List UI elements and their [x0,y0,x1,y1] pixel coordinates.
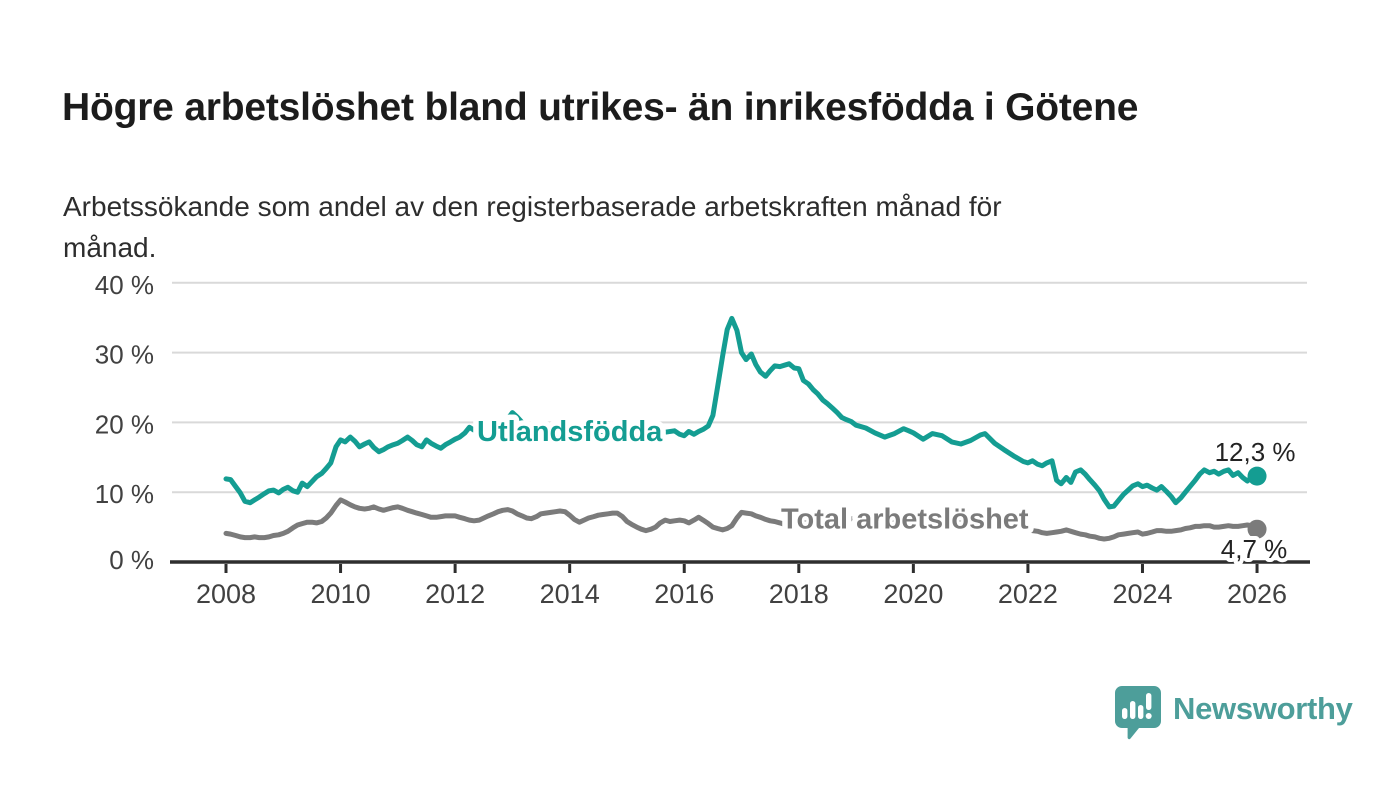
series-line-total-arbetsl-shet [223,497,1260,542]
x-tick-label: 2014 [540,579,600,609]
x-tick-label: 2010 [311,579,371,609]
logo-bar-3 [1138,705,1144,719]
chart-subtitle: Arbetssökande som andel av den registerb… [63,186,1002,268]
x-tick-label: 2020 [883,579,943,609]
page-title: Högre arbetslöshet bland utrikes- än inr… [62,86,1139,130]
y-tick-label: 40 % [95,270,154,300]
series-end-dot-total-arbetsl-shet [1247,519,1267,539]
chart-subtitle-line-1: Arbetssökande som andel av den registerb… [63,191,1002,222]
x-tick-label: 2012 [425,579,485,609]
x-tick-label: 2022 [998,579,1058,609]
series-line-utlandsf-dda [223,315,1260,510]
series-end-dot-utlandsf-dda [1247,466,1267,486]
newsworthy-logo-icon [1115,686,1161,740]
logo-bar-2 [1130,701,1136,719]
x-tick-label: 2024 [1112,579,1172,609]
x-tick-label: 2016 [654,579,714,609]
series-label-total-arbetsl-shet: Total arbetslöshet [781,503,1029,535]
logo-exclamation-dot [1145,713,1152,719]
y-tick-label: 0 % [109,545,154,575]
y-tick-label: 20 % [95,409,154,439]
y-tick-label: 10 % [95,479,154,509]
end-value-label-utlandsf-dda: 12,3 % [1215,437,1296,467]
series-label-utlandsf-dda: Utlandsfödda [477,416,663,448]
newsworthy-logo: Newsworthy [1113,684,1353,742]
logo-bar-1 [1122,708,1128,719]
x-tick-label: 2018 [769,579,829,609]
end-value-label-total-arbetsl-shet: 4,7 % [1221,534,1288,564]
x-tick-label: 2026 [1227,579,1287,609]
newsworthy-wordmark: Newsworthy [1173,691,1353,726]
y-tick-label: 30 % [95,340,154,370]
logo-exclamation-bar [1146,693,1152,710]
x-tick-label: 2008 [196,579,256,609]
chart-subtitle-line-2: månad. [63,232,157,263]
